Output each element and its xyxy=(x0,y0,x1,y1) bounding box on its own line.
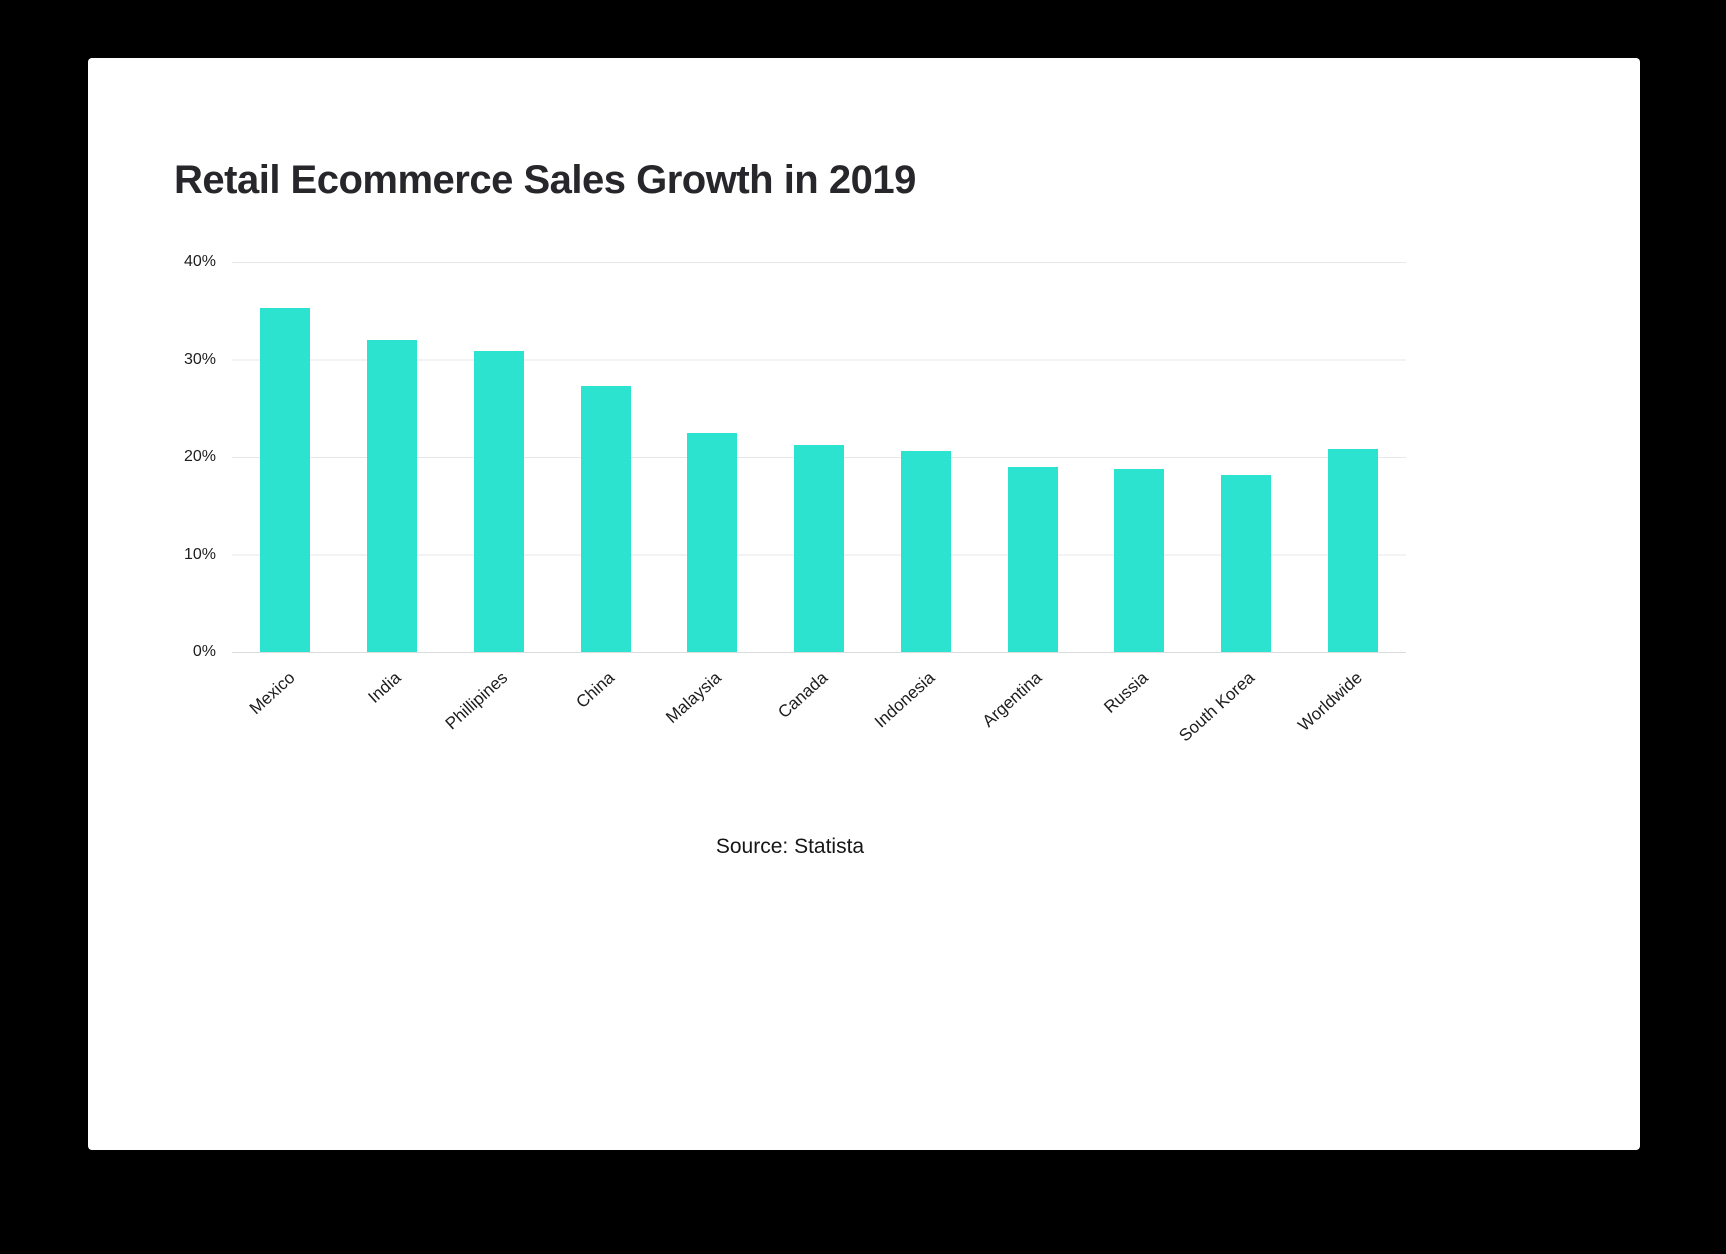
y-tick-label: 0% xyxy=(192,643,216,660)
bar-chart: 40% 30% 20% 10% 0% Mexico India Phillipines Chi… xyxy=(174,253,1406,745)
bar-cell: Argentina xyxy=(978,262,1086,731)
bar-cell: Russia xyxy=(1086,262,1193,717)
bar-cell: Canada xyxy=(766,262,873,722)
bar-mexico xyxy=(260,307,311,652)
y-tick-label: 40% xyxy=(183,253,216,270)
bar-cell: South Korea xyxy=(1176,262,1300,745)
plot-area: Mexico India Phillipines China Malaysia Canad… xyxy=(232,262,1406,745)
bar-worldwide xyxy=(1327,449,1378,652)
x-axis-label-area xyxy=(152,653,1584,783)
bar-argentina xyxy=(1007,466,1058,652)
bar-indonesia xyxy=(900,451,951,652)
bar-cell: Worldwide xyxy=(1294,262,1406,735)
y-tick-label: 10% xyxy=(183,545,216,563)
y-tick-label: 30% xyxy=(183,350,216,368)
chart-card: Retail Ecommerce Sales Growth in 2019 40… xyxy=(88,58,1640,1150)
y-tick-label: 20% xyxy=(183,448,216,465)
bar-cell: Malaysia xyxy=(659,262,766,727)
bar-cell: Indonesia xyxy=(871,262,979,731)
bar-china xyxy=(580,385,631,652)
bar-cell: India xyxy=(339,262,446,707)
bar-phillipines xyxy=(473,350,524,652)
chart-title: Retail Ecommerce Sales Growth in 2019 xyxy=(174,158,916,202)
bar-canada xyxy=(794,445,845,652)
bar-india xyxy=(367,340,418,652)
bar-russia xyxy=(1114,468,1165,652)
bar-malaysia xyxy=(687,432,738,652)
y-axis: 40% 30% 20% 10% 0% xyxy=(174,253,232,660)
bar-cell: China xyxy=(552,262,659,712)
bar-cell: Phillipines xyxy=(442,262,552,733)
bar-south-korea xyxy=(1220,474,1271,652)
bar-cell: Mexico xyxy=(232,262,339,718)
source-caption: Source: Statista xyxy=(715,835,865,858)
